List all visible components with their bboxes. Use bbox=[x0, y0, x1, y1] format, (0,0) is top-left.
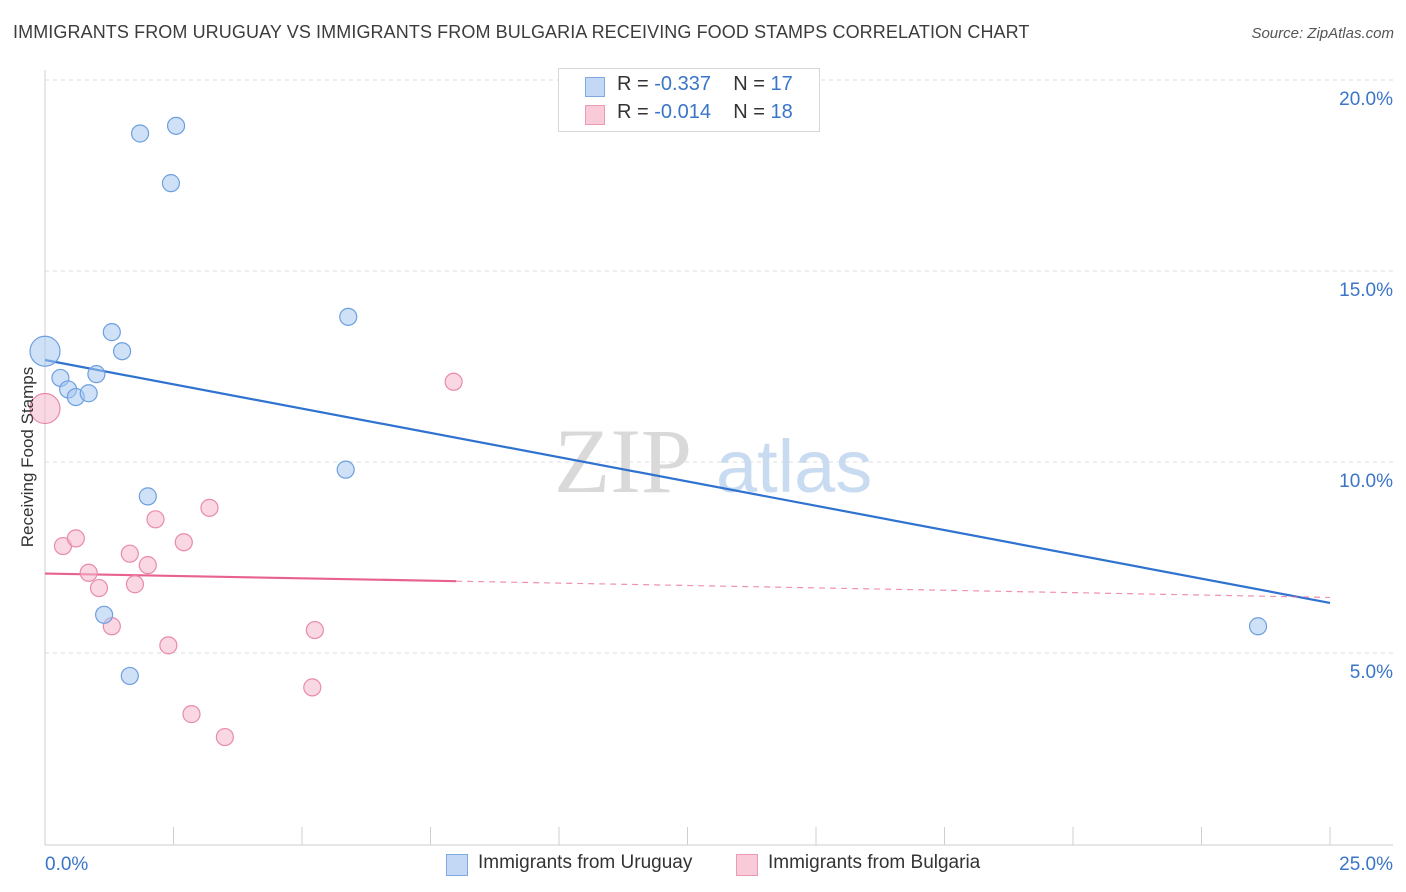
uruguay-point-16 bbox=[1248, 617, 1268, 636]
uruguay-point-5 bbox=[87, 365, 106, 384]
bulgaria-point-0 bbox=[29, 392, 61, 425]
correlation-legend: R = -0.337 N = 17 R = -0.014 N = 18 bbox=[558, 68, 820, 132]
bulgaria-point-15 bbox=[303, 678, 322, 697]
bulgaria-point-12 bbox=[200, 498, 219, 517]
watermark-atlas: atlas bbox=[716, 425, 872, 508]
bulgaria-point-2 bbox=[66, 529, 85, 548]
y-tick-label-2: 15.0% bbox=[1339, 280, 1393, 301]
bulgaria-point-4 bbox=[89, 578, 109, 598]
bulgaria-point-3 bbox=[79, 563, 98, 582]
grid-layer bbox=[45, 79, 1393, 654]
bulgaria-point-16 bbox=[305, 620, 324, 640]
x-tick-label-0: 0.0% bbox=[45, 854, 88, 875]
bulgaria-point-11 bbox=[174, 533, 193, 552]
uruguay-point-11 bbox=[339, 307, 358, 326]
bulgaria-point-17 bbox=[444, 372, 463, 391]
bulgaria-point-7 bbox=[125, 575, 145, 594]
y-tick-label-1: 10.0% bbox=[1339, 471, 1393, 492]
bulgaria-point-14 bbox=[215, 727, 234, 747]
trend-lines bbox=[44, 358, 1331, 605]
legend-text-bulgaria: R = -0.014 N = 18 bbox=[617, 101, 793, 123]
uruguay-swatch bbox=[585, 77, 605, 97]
tick-labels: 5.0% 10.0% 15.0% 20.0% 0.0% 25.0% bbox=[45, 89, 1393, 875]
uruguay-legend-label: Immigrants from Uruguay bbox=[478, 852, 693, 873]
x-tick-label-1: 25.0% bbox=[1339, 854, 1393, 875]
source-label: Source: ZipAtlas.com bbox=[1251, 25, 1394, 42]
uruguay-legend-swatch bbox=[446, 854, 468, 876]
bulgaria-point-6 bbox=[120, 544, 139, 563]
bulgaria-legend-swatch bbox=[736, 854, 758, 876]
chart-title: IMMIGRANTS FROM URUGUAY VS IMMIGRANTS FR… bbox=[13, 22, 1030, 42]
y-tick-label-3: 20.0% bbox=[1339, 89, 1393, 110]
uruguay-point-7 bbox=[112, 342, 132, 361]
bulgaria-point-9 bbox=[146, 510, 165, 529]
bulgaria-swatch bbox=[585, 105, 605, 125]
y-tick-label-0: 5.0% bbox=[1350, 662, 1393, 683]
uruguay-point-9 bbox=[166, 116, 186, 135]
y-axis-label: Receiving Food Stamps bbox=[18, 366, 37, 548]
uruguay-point-8 bbox=[130, 124, 150, 143]
bulgaria-point-8 bbox=[138, 556, 157, 575]
data-points bbox=[29, 116, 1268, 747]
uruguay-point-13 bbox=[138, 487, 157, 506]
uruguay-point-12 bbox=[336, 460, 355, 479]
bulgaria-point-13 bbox=[182, 705, 201, 724]
uruguay-point-4 bbox=[79, 384, 98, 403]
bulgaria-legend-label: Immigrants from Bulgaria bbox=[768, 852, 981, 873]
uruguay-trend-line bbox=[44, 358, 1331, 605]
bulgaria-trend-extension bbox=[456, 580, 1331, 599]
bulgaria-point-10 bbox=[159, 636, 178, 655]
uruguay-point-14 bbox=[95, 605, 114, 624]
uruguay-point-10 bbox=[161, 174, 181, 193]
axes-layer bbox=[44, 70, 1393, 846]
uruguay-point-15 bbox=[120, 666, 139, 686]
bulgaria-trend-line bbox=[44, 572, 457, 583]
uruguay-point-0 bbox=[29, 335, 61, 367]
legend-text-uruguay: R = -0.337 N = 17 bbox=[617, 73, 793, 95]
uruguay-point-6 bbox=[102, 323, 121, 342]
